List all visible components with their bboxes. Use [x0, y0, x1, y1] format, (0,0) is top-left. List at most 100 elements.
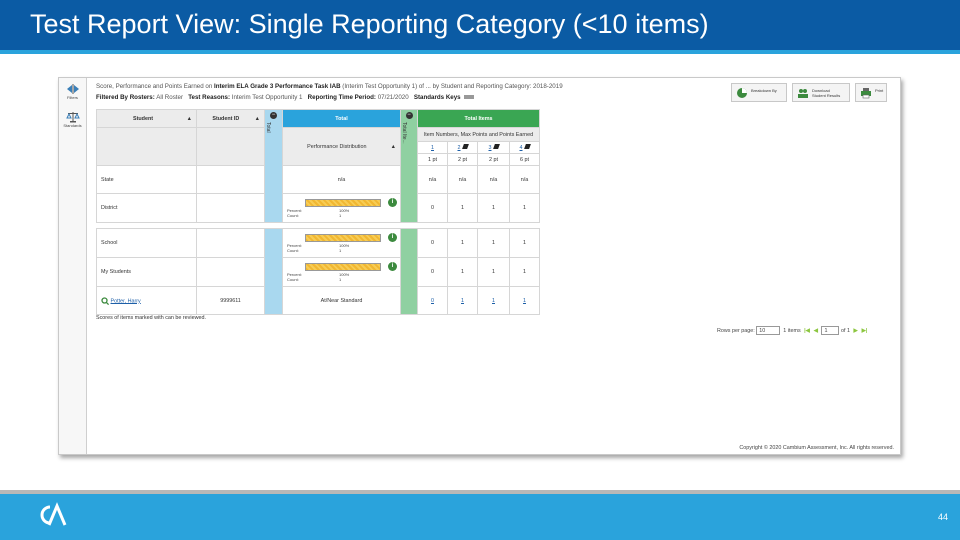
- review-footnote: Scores of items marked with can be revie…: [96, 315, 206, 321]
- row-total-my-students: Percent: Count: 100% 1 i: [282, 257, 401, 287]
- item-2-points: 2 pt: [447, 153, 478, 166]
- performance-bar[interactable]: [305, 263, 381, 271]
- info-icon[interactable]: i: [388, 233, 397, 242]
- student-id-column-header[interactable]: Student ID ▲: [196, 109, 265, 128]
- filtered-value[interactable]: All Roster: [156, 94, 184, 101]
- prev-page-icon[interactable]: ◀: [813, 327, 818, 334]
- student-header-blank: [96, 127, 197, 166]
- row-item-3-state: n/a: [477, 165, 510, 194]
- header-test-name: Interim ELA Grade 3 Performance Task IAB: [214, 83, 341, 90]
- breakdown-label: Breakdown By: [751, 88, 777, 93]
- sid-header-blank: [196, 127, 265, 166]
- standards-keys-label: Standards Keys: [413, 94, 461, 101]
- report-table: Student ▲ Student ID ▲ − Total Total − Tot…: [96, 109, 540, 223]
- item-2-number[interactable]: 2: [447, 141, 478, 154]
- sort-icon[interactable]: ▲: [186, 115, 192, 122]
- row-item-4-my-students: 1: [509, 257, 540, 287]
- download-button[interactable]: Download Student Results: [792, 83, 850, 102]
- pencil-icon: [461, 144, 469, 149]
- pencil-icon: [523, 144, 531, 149]
- row-label-district: District: [96, 193, 197, 223]
- filters-icon: [66, 84, 79, 94]
- collapse-icon[interactable]: −: [405, 112, 413, 119]
- title-underline: [0, 50, 960, 54]
- row-item-4-student[interactable]: 1: [509, 286, 540, 315]
- info-icon[interactable]: i: [388, 198, 397, 207]
- scales-icon: [65, 112, 80, 123]
- item-1-number[interactable]: 1: [417, 141, 448, 154]
- row-sid-my-students: [196, 257, 265, 287]
- row-sid-school: [196, 228, 265, 258]
- bar-labels: Percent: Count:: [287, 208, 302, 218]
- standards-rail-button[interactable]: Standards: [59, 108, 86, 138]
- page-number: 44: [937, 512, 948, 522]
- info-icon[interactable]: i: [388, 262, 397, 271]
- row-sid-student: 9999611: [196, 286, 265, 315]
- row-item-2-district: 1: [447, 193, 478, 223]
- header-suffix: (Interim Test Opportunity 1) of ... by S…: [342, 83, 563, 90]
- collapse-icon[interactable]: −: [270, 112, 277, 119]
- items-count: 1 items: [783, 327, 801, 334]
- total-items-column-header: Total Items: [417, 109, 540, 128]
- last-page-icon[interactable]: ▶|: [861, 327, 868, 334]
- performance-bar[interactable]: [305, 234, 381, 242]
- pencil-icon: [492, 144, 500, 149]
- report-screenshot: Filters Standards Score, Performance and…: [58, 77, 901, 455]
- bar-labels: Percent: Count:: [287, 272, 302, 282]
- bar-values: 100% 1: [339, 243, 350, 253]
- footer-divider: [0, 490, 960, 494]
- filtered-label: Filtered By Rosters:: [96, 94, 155, 101]
- total-collapse-strip[interactable]: − Total: [264, 109, 283, 223]
- row-item-4-state: n/a: [509, 165, 540, 194]
- print-label: Print: [875, 88, 884, 93]
- row-item-3-my-students: 1: [477, 257, 510, 287]
- bar-labels: Percent: Count:: [287, 243, 302, 253]
- pagination: Rows per page: 10 1 items |◀ ◀ 1 of 1 ▶ ▶|: [717, 326, 869, 335]
- footer-bar: [0, 494, 960, 540]
- first-page-icon[interactable]: |◀: [804, 327, 810, 334]
- row-label-state: State: [96, 165, 197, 194]
- row-label-school: School: [96, 228, 197, 258]
- row-item-2-student[interactable]: 1: [447, 286, 478, 315]
- item-4-points: 6 pt: [509, 153, 540, 166]
- print-button[interactable]: Print: [855, 83, 887, 102]
- row-item-1-state: n/a: [417, 165, 448, 194]
- row-item-1-my-students: 0: [417, 257, 448, 287]
- item-3-points: 2 pt: [477, 153, 510, 166]
- student-name-link[interactable]: Potter, Harry: [110, 297, 141, 304]
- page-number-input[interactable]: 1: [821, 326, 840, 335]
- row-item-1-student[interactable]: 0: [417, 286, 448, 315]
- student-column-header[interactable]: Student ▲: [96, 109, 197, 128]
- period-label: Reporting Time Period:: [307, 94, 376, 101]
- row-label-student: Potter, Harry: [96, 286, 197, 315]
- filters-rail-button[interactable]: Filters: [59, 80, 86, 110]
- row-label-my-students: My Students: [96, 257, 197, 287]
- items-strip-continued: [400, 228, 418, 315]
- rows-per-page-label: Rows per page:: [717, 327, 755, 334]
- rows-per-page-select[interactable]: 10: [756, 326, 781, 335]
- row-item-4-district: 1: [509, 193, 540, 223]
- standards-label: Standards: [63, 123, 82, 128]
- sort-icon[interactable]: ▲: [254, 115, 260, 122]
- page-of-label: of 1: [840, 327, 850, 334]
- item-3-number[interactable]: 3: [477, 141, 510, 154]
- items-collapse-strip[interactable]: − Total Ite...: [400, 109, 418, 223]
- left-rail: Filters Standards: [59, 78, 87, 454]
- items-strip-label: Total Ite...: [401, 122, 407, 144]
- printer-icon: [861, 88, 871, 99]
- performance-bar[interactable]: [305, 199, 381, 207]
- row-item-2-state: n/a: [447, 165, 478, 194]
- performance-distribution-header[interactable]: Performance Distribution ▲: [282, 127, 401, 166]
- pie-chart-icon: [737, 88, 747, 98]
- period-value: 07/21/2020: [377, 94, 409, 101]
- magnifier-icon[interactable]: [101, 296, 110, 305]
- row-item-3-district: 1: [477, 193, 510, 223]
- next-page-icon[interactable]: ▶: [853, 327, 858, 334]
- item-4-number[interactable]: 4: [509, 141, 540, 154]
- row-total-school: Percent: Count: 100% 1 i: [282, 228, 401, 258]
- row-item-3-student[interactable]: 1: [477, 286, 510, 315]
- standards-keys-toggle[interactable]: [464, 95, 475, 100]
- row-sid-state: [196, 165, 265, 194]
- sort-icon[interactable]: ▲: [390, 143, 396, 150]
- breakdown-button[interactable]: Breakdown By: [731, 83, 787, 102]
